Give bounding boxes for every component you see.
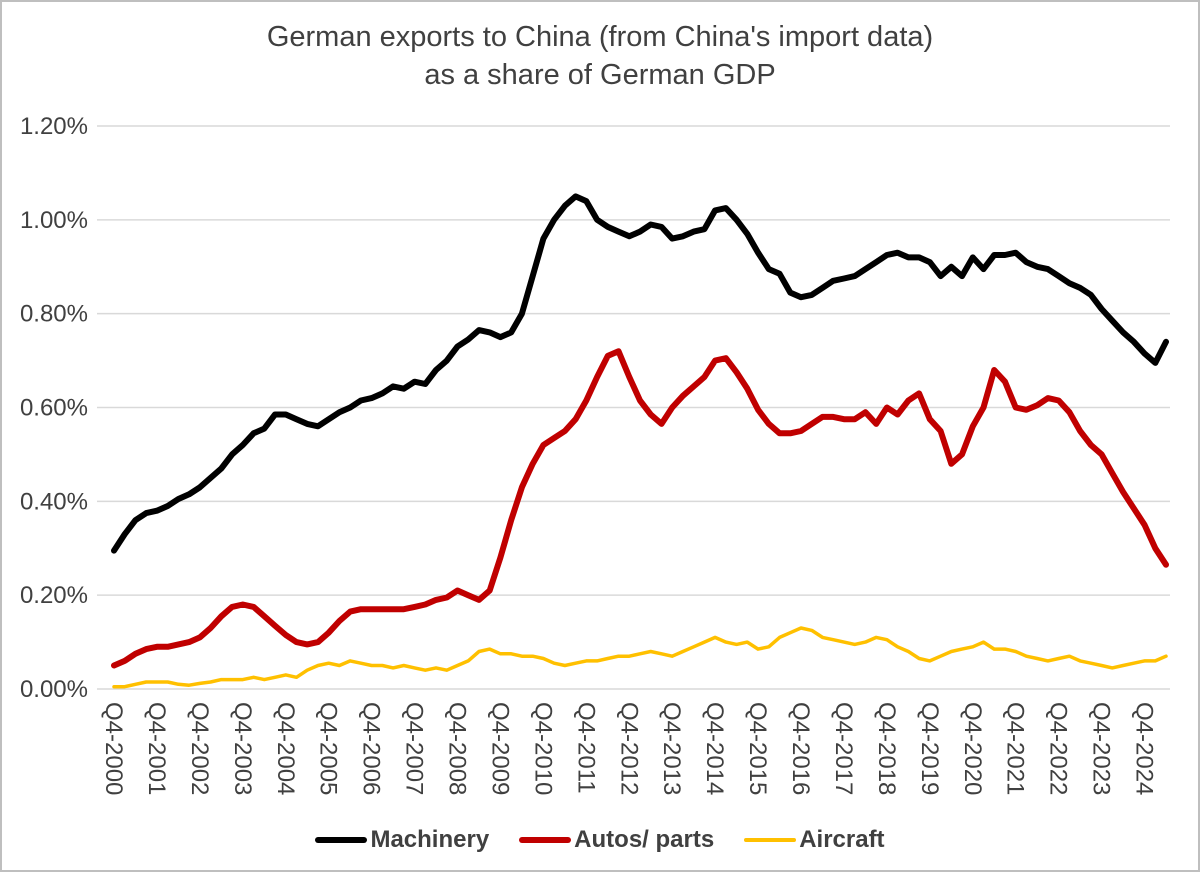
x-axis-tick-label: Q4-2018 xyxy=(873,702,900,795)
x-axis-tick-label: Q4-2022 xyxy=(1045,702,1072,795)
x-axis-tick-label: Q4-2006 xyxy=(358,702,385,795)
x-axis-tick-label: Q4-2001 xyxy=(143,702,170,795)
x-axis-tick-label: Q4-2023 xyxy=(1088,702,1115,795)
y-axis-tick-label: 0.40% xyxy=(20,488,88,515)
x-axis-tick-label: Q4-2010 xyxy=(529,702,556,795)
x-axis-tick-label: Q4-2020 xyxy=(959,702,986,795)
y-axis-tick-label: 1.00% xyxy=(20,207,88,234)
x-axis-tick-label: Q4-2021 xyxy=(1002,702,1029,795)
x-axis-tick-label: Q4-2017 xyxy=(830,702,857,795)
legend-line-swatch-autos-parts xyxy=(519,837,572,843)
x-axis-tick-label: Q4-2002 xyxy=(186,702,213,795)
y-axis-tick-label: 0.80% xyxy=(20,301,88,328)
chart-title: German exports to China (from China's im… xyxy=(2,18,1198,94)
series-line-autos-parts xyxy=(111,348,1169,669)
x-axis-tick-label: Q4-2009 xyxy=(486,702,513,795)
legend-item-autos-parts: Autos/ parts xyxy=(519,826,714,854)
chart-title-line-2: as a share of German GDP xyxy=(424,59,776,91)
chart-title-line-1: German exports to China (from China's im… xyxy=(266,21,934,53)
legend-line-swatch-aircraft xyxy=(744,838,797,842)
legend-label-autos-parts: Autos/ parts xyxy=(574,826,715,853)
series-line-machinery xyxy=(111,193,1169,554)
legend-item-aircraft: Aircraft xyxy=(744,826,885,854)
x-axis-tick-label: Q4-2024 xyxy=(1131,702,1158,795)
x-axis-tick-label: Q4-2019 xyxy=(916,702,943,795)
x-axis-tick-label: Q4-2008 xyxy=(444,702,471,795)
legend-line-swatch-machinery xyxy=(315,837,368,843)
legend: Machinery Autos/ parts Aircraft xyxy=(2,826,1198,854)
x-axis-tick-label: Q4-2016 xyxy=(787,702,814,795)
x-axis-tick-label: Q4-2015 xyxy=(744,702,771,795)
series-line-aircraft xyxy=(112,626,1168,689)
x-axis-tick-label: Q4-2014 xyxy=(701,702,728,795)
y-axis-tick-label: 0.60% xyxy=(20,395,88,422)
legend-label-aircraft: Aircraft xyxy=(799,826,885,853)
x-axis-tick-label: Q4-2000 xyxy=(100,702,127,795)
x-axis-tick-label: Q4-2003 xyxy=(229,702,256,795)
x-axis-tick-label: Q4-2007 xyxy=(401,702,428,795)
legend-label-machinery: Machinery xyxy=(370,826,490,853)
y-axis-tick-label: 0.20% xyxy=(20,582,88,609)
x-axis-tick-label: Q4-2013 xyxy=(658,702,685,795)
legend-item-machinery: Machinery xyxy=(315,826,489,854)
x-axis-tick-label: Q4-2005 xyxy=(315,702,342,795)
x-axis-tick-label: Q4-2012 xyxy=(615,702,642,795)
x-axis-tick-label: Q4-2011 xyxy=(572,702,599,794)
y-axis-tick-label: 1.20% xyxy=(20,113,88,140)
y-axis-tick-label: 0.00% xyxy=(20,676,88,703)
x-axis-tick-label: Q4-2004 xyxy=(272,702,299,795)
